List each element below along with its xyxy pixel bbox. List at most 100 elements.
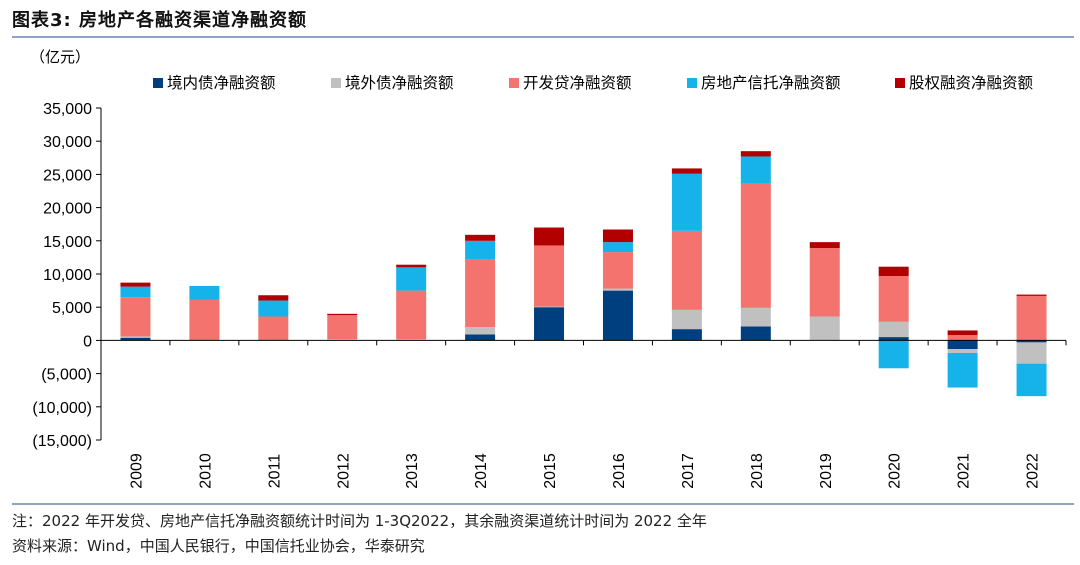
bar-segment-2009-series-3	[120, 297, 151, 337]
unit-label: （亿元）	[30, 48, 90, 66]
bar-segment-2016-series-4	[602, 242, 633, 253]
y-tick-label: 30,000	[43, 134, 92, 151]
legend-label: 房地产信托净融资额	[701, 74, 841, 92]
bar-segment-2011-series-3	[258, 316, 289, 341]
bar-segment-2020-series-1	[878, 337, 909, 341]
y-tick-label: 0	[83, 333, 92, 350]
bar-segment-2022-series-4	[1016, 363, 1047, 397]
x-axis: 2009 2010 2011 2012 2013 2014 2015 2016 2017 2018…	[100, 339, 1067, 489]
y-tick-label: 20,000	[43, 201, 92, 218]
bar-segment-2012-series-3	[327, 315, 358, 340]
bar-segment-2013-series-3	[396, 290, 427, 340]
x-tick-label: 2010	[197, 453, 214, 489]
legend-swatch	[895, 78, 905, 88]
bar-segment-2013-series-4	[396, 267, 427, 291]
bar-segment-2016-series-1	[602, 290, 633, 341]
legend-swatch	[331, 78, 341, 88]
legend: 境内债净融资额 境外债净融资额 开发贷净融资额 房地产信托净融资额 股权融资净融资额	[153, 73, 1034, 92]
bar-segment-2011-series-4	[258, 300, 289, 317]
bar-segment-2014-series-3	[465, 259, 496, 328]
legend-label: 境内债净融资额	[167, 73, 276, 92]
bar-segment-2020-series-4	[878, 340, 909, 369]
y-axis: 35,000 30,000 25,000 20,000 15,000 10,000 5,00…	[32, 101, 102, 450]
legend-swatch	[509, 78, 519, 88]
bar-segment-2015-series-3	[534, 245, 565, 307]
bar-segment-2022-series-1	[1016, 340, 1047, 343]
x-tick-label: 2016	[611, 453, 628, 489]
title-divider	[12, 36, 1074, 38]
bar-segment-2021-series-2	[947, 349, 978, 354]
bar-segment-2012-series-5	[327, 313, 358, 316]
bar-segment-2020-series-3	[878, 275, 909, 322]
bar-segment-2018-series-3	[740, 183, 771, 308]
x-tick-label: 2013	[404, 453, 421, 489]
legend-label: 股权融资净融资额	[909, 74, 1034, 92]
bar-segment-2009-series-5	[120, 282, 151, 287]
bar-segment-2013-series-5	[396, 264, 427, 268]
y-tick-label: (5,000)	[41, 367, 92, 384]
bar-segment-2016-series-5	[602, 229, 633, 243]
x-tick-label: 2014	[473, 453, 490, 489]
bar-segment-2021-series-5	[947, 330, 978, 336]
bar-segment-2019-series-5	[809, 242, 840, 249]
legend-swatch	[687, 78, 697, 88]
bar-segment-2014-series-2	[465, 327, 496, 335]
x-tick-label: 2022	[1025, 453, 1042, 489]
bar-segment-2022-series-5	[1016, 294, 1047, 296]
bar-segment-2017-series-1	[671, 329, 702, 341]
legend-swatch	[153, 78, 163, 88]
x-tick-label: 2012	[335, 453, 352, 489]
bar-segment-2014-series-5	[465, 234, 496, 241]
bar-segment-2013-series-2	[396, 339, 427, 341]
bar-segment-2017-series-3	[671, 230, 702, 310]
figure-title: 图表3: 房地产各融资渠道净融资额	[12, 10, 307, 31]
bar-segment-2018-series-5	[740, 151, 771, 157]
x-tick-label: 2018	[749, 453, 766, 489]
x-tick-label: 2009	[128, 453, 145, 489]
legend-label: 开发贷净融资额	[523, 74, 632, 92]
bar-segment-2012-series-2	[327, 339, 358, 341]
y-tick-label: 15,000	[43, 234, 92, 251]
bar-segment-2020-series-2	[878, 321, 909, 338]
bar-segment-2009-series-4	[120, 286, 151, 298]
bar-segment-2016-series-3	[602, 252, 633, 289]
bar-segment-2017-series-4	[671, 173, 702, 231]
x-tick-label: 2020	[887, 453, 904, 489]
bar-segment-2014-series-1	[465, 334, 496, 341]
y-tick-label: 25,000	[43, 167, 92, 184]
y-tick-label: (15,000)	[32, 433, 92, 450]
bar-segment-2019-series-3	[809, 248, 840, 317]
bar-segment-2022-series-3	[1016, 295, 1047, 341]
bar-segment-2015-series-1	[534, 307, 565, 341]
chart-source: 资料来源：Wind，中国人民银行，中国信托业协会，华泰研究	[12, 537, 425, 555]
bar-segment-2009-series-2	[120, 336, 151, 338]
x-tick-label: 2019	[818, 453, 835, 489]
bar-segment-2015-series-2	[534, 306, 565, 308]
bar-segment-2014-series-4	[465, 240, 496, 260]
bars	[120, 151, 1047, 397]
bar-segment-2020-series-5	[878, 266, 909, 276]
bar-segment-2021-series-1	[947, 340, 978, 350]
x-tick-label: 2021	[956, 453, 973, 489]
bar-segment-2018-series-1	[740, 326, 771, 341]
y-tick-label: 10,000	[43, 267, 92, 284]
footer-divider	[12, 503, 1074, 505]
y-tick-label: (10,000)	[32, 400, 92, 417]
bar-segment-2010-series-4	[189, 285, 220, 300]
y-tick-label: 35,000	[43, 101, 92, 118]
bar-segment-2017-series-5	[671, 168, 702, 174]
bar-segment-2019-series-2	[809, 316, 840, 341]
bar-segment-2016-series-2	[602, 288, 633, 291]
bar-segment-2017-series-2	[671, 309, 702, 330]
bar-segment-2021-series-4	[947, 353, 978, 388]
bar-segment-2018-series-4	[740, 156, 771, 184]
bar-segment-2009-series-1	[120, 337, 151, 341]
bar-segment-2015-series-5	[534, 227, 565, 246]
stacked-bar-chart: （亿元） 境内债净融资额 境外债净融资额 开发贷净融资额 房地产信托净融资额 股权融资净…	[30, 48, 1067, 489]
x-tick-label: 2017	[680, 453, 697, 489]
x-tick-label: 2011	[266, 454, 283, 489]
legend-label: 境外债净融资额	[345, 73, 454, 92]
bar-segment-2010-series-3	[189, 299, 220, 341]
chart-note: 注：2022 年开发贷、房地产信托净融资额统计时间为 1-3Q2022，其余融资…	[12, 512, 707, 530]
bar-segment-2011-series-5	[258, 295, 289, 301]
